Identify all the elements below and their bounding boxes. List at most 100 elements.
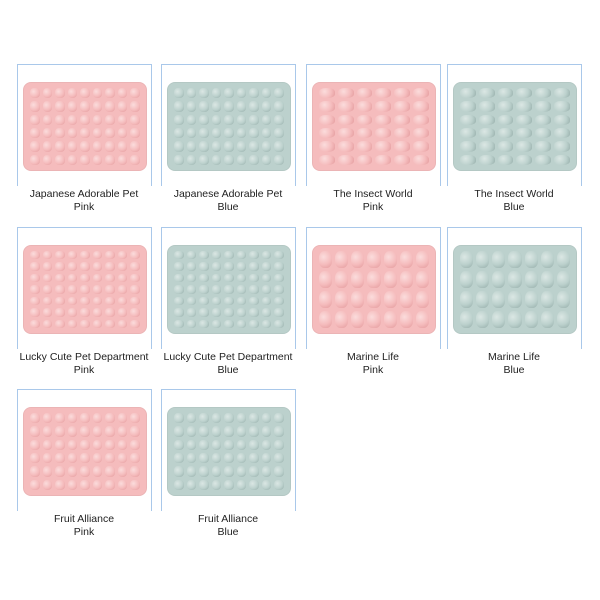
mold-cavity	[117, 413, 128, 424]
mold-cavity	[524, 291, 538, 308]
mold-cavity	[249, 262, 259, 271]
mold-cavity	[261, 273, 272, 283]
product-card[interactable]	[17, 227, 152, 349]
mold-cavity	[30, 439, 40, 450]
product-card[interactable]	[17, 64, 152, 186]
mold-cavity	[261, 251, 272, 260]
mold-cavity	[55, 479, 65, 490]
mold-cavity	[274, 319, 284, 328]
mold-cavity	[261, 319, 272, 328]
mold-cavity	[186, 426, 197, 437]
mold-cavity	[92, 319, 103, 328]
product-card[interactable]	[161, 389, 296, 511]
mold-tray-image	[312, 245, 436, 334]
mold-cavity	[224, 154, 234, 165]
mold-cavity	[261, 452, 272, 464]
mold-cavity	[274, 296, 284, 306]
mold-cavity	[508, 291, 522, 308]
mold-cavity	[497, 114, 514, 125]
mold-cavity	[236, 251, 247, 260]
mold-cavity	[80, 127, 90, 139]
mold-cavity	[30, 285, 40, 294]
mold-cavity	[92, 426, 103, 437]
mold-cavity	[399, 251, 413, 268]
mold-tray-image	[453, 82, 577, 171]
mold-cavity	[130, 426, 140, 437]
mold-cavity	[335, 251, 349, 268]
mold-cavity	[211, 251, 222, 260]
product-card[interactable]	[447, 64, 582, 186]
mold-cavity	[105, 452, 115, 464]
mold-cavity	[117, 466, 128, 477]
mold-cavity	[249, 439, 259, 450]
product-card[interactable]	[161, 64, 296, 186]
mold-cavity	[55, 141, 65, 152]
product-card[interactable]	[161, 227, 296, 349]
mold-cavity	[55, 452, 65, 464]
mold-cavity	[92, 273, 103, 283]
product-card[interactable]	[17, 389, 152, 511]
mold-cavity	[105, 114, 115, 125]
mold-cavity	[174, 154, 184, 165]
mold-cavity	[211, 262, 222, 271]
mold-cavity	[554, 101, 570, 112]
product-name: Fruit Alliance	[197, 513, 259, 525]
mold-cavity	[186, 296, 197, 306]
mold-cavity	[105, 296, 115, 306]
product-card[interactable]	[306, 64, 441, 186]
mold-cavity	[67, 439, 78, 450]
mold-cavity	[540, 271, 554, 288]
product-card[interactable]	[306, 227, 441, 349]
mold-cavity	[186, 114, 197, 125]
mold-cavity	[117, 114, 128, 125]
mold-cavity	[524, 311, 538, 328]
mold-cavity	[236, 413, 247, 424]
mold-cavity	[130, 251, 140, 260]
mold-cavity	[211, 319, 222, 328]
mold-cavity	[535, 114, 552, 125]
mold-cavity	[261, 154, 272, 165]
mold-cavity	[67, 127, 78, 139]
mold-cavity	[117, 127, 128, 139]
mold-cavity	[67, 154, 78, 165]
mold-cavity	[319, 271, 333, 288]
mold-cavity	[130, 479, 140, 490]
mold-cavity	[42, 426, 53, 437]
mold-cavity	[224, 114, 234, 125]
mold-cavity	[30, 466, 40, 477]
mold-cavity	[236, 296, 247, 306]
mold-cavity	[413, 141, 429, 152]
mold-cavity	[554, 88, 570, 99]
mold-cavity	[30, 262, 40, 271]
mold-cavity	[236, 285, 247, 294]
mold-cavity	[224, 296, 234, 306]
mold-cavity	[42, 285, 53, 294]
mold-cavity	[186, 251, 197, 260]
mold-cavity	[319, 114, 335, 125]
mold-cavity	[535, 141, 552, 152]
mold-cavity	[413, 88, 429, 99]
mold-cavity	[224, 88, 234, 99]
mold-cavity	[92, 262, 103, 271]
mold-cavity	[351, 271, 365, 288]
product-card[interactable]	[447, 227, 582, 349]
mold-tray-image	[23, 245, 147, 334]
mold-cavity	[117, 439, 128, 450]
mold-cavity	[211, 479, 222, 490]
mold-cavity	[130, 452, 140, 464]
mold-cavity	[105, 439, 115, 450]
mold-cavity	[67, 285, 78, 294]
product-color: Blue	[217, 526, 239, 538]
mold-cavity	[105, 319, 115, 328]
mold-cavity	[249, 452, 259, 464]
mold-cavity	[356, 114, 373, 125]
mold-cavity	[42, 479, 53, 490]
mold-cavity	[399, 311, 413, 328]
mold-cavity	[30, 452, 40, 464]
mold-cavity	[130, 141, 140, 152]
mold-cavity	[224, 101, 234, 112]
mold-cavity	[105, 127, 115, 139]
mold-cavity	[174, 114, 184, 125]
mold-cavity	[460, 154, 476, 165]
mold-cavity	[351, 291, 365, 308]
